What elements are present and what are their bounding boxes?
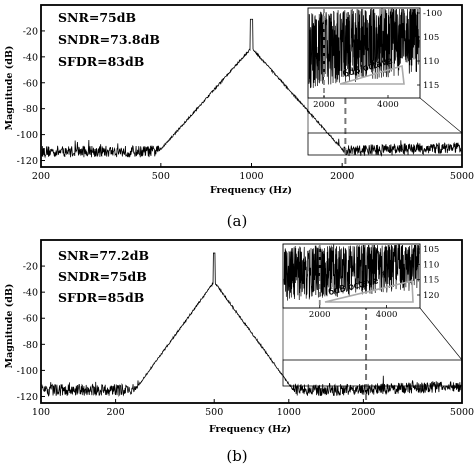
panel-b-xtick-label: 100 [32,407,50,418]
panel-a-snr-label: SNR=75dB [58,10,136,25]
panel-a-ytick-label: -40 [23,52,38,63]
inset-b-ytick-label: 105 [423,245,439,255]
panel-a-yticks: -20 -40 -60 -80 -100 -120 [17,26,45,167]
panel-b-zoom-connector [419,307,463,361]
inset-a-xtick-label: 2000 [313,100,335,110]
panel-a-xtick-label: 5000 [450,171,474,182]
inset-b-noise-line [283,244,420,301]
panel-b-sndr-label: SNDR=75dB [58,269,147,284]
panel-b-xtick-label: 200 [107,407,125,418]
panel-b-zoom-rect [282,359,463,387]
inset-b-slope-triangle [324,279,414,303]
panel-a-sndr-label: SNDR=73.8dB [58,32,160,47]
panel-a-zoom-connector [419,97,463,134]
panel-a-ytick-label: -80 [23,104,38,115]
panel-b-frame [40,239,463,404]
panel-a-xtick-label: 2000 [330,171,354,182]
inset-a-ytick-label: 110 [423,57,439,67]
panel-b-xlabel: Frequency (Hz) [209,424,291,435]
panel-b-ytick-label: -80 [23,340,38,351]
inset-a-ytick-label: 115 [423,81,439,91]
panel-a-ytick-label: -20 [23,26,38,37]
panel-a-xtick-label: 200 [32,171,50,182]
inset-b-xtick-label: 2000 [309,310,331,320]
panel-b-ytick-label: -100 [17,366,38,377]
inset-a-ytick-label: -100 [423,9,442,19]
panel-b-ytick-label: -40 [23,288,38,299]
panel-a-ytick-label: -60 [23,78,38,89]
inset-a-noise-line [308,8,420,89]
panel-a-xticks: 200 500 1000 2000 5000 [32,163,474,182]
panel-b-ytick-label: -120 [17,392,38,403]
panel-a-sfdr-label: SFDR=83dB [58,54,144,69]
panel-a-ytick-label: -120 [17,156,38,167]
panel-a-spectrum-line [41,18,462,159]
panel-b-xtick-label: 5000 [450,407,474,418]
inset-a-ytick-label: 105 [423,33,439,43]
panel-a-xlabel: Frequency (Hz) [210,185,292,196]
panel-b-xtick-label: 1000 [277,407,301,418]
inset-b-ytick-label: 110 [423,260,439,270]
panel-b-ytick-label: -60 [23,314,38,325]
panel-a-caption: (a) [227,212,248,230]
panel-b-sfdr-label: SFDR=85dB [58,290,144,305]
panel-b-xtick-label: 2000 [351,407,375,418]
inset-b-ytick-label: 120 [423,291,439,301]
panel-b-yticks: -20 -40 -60 -80 -100 -120 [17,262,45,403]
inset-b-ytick-label: 115 [423,276,439,286]
panel-a-ylabel: Magnitude (dB) [4,46,15,131]
panel-b-xticks: 100 200 500 1000 2000 5000 [32,399,474,418]
panel-b-caption: (b) [226,447,247,465]
panel-b-ytick-label: -20 [23,262,38,273]
inset-a-slope-triangle [339,64,405,85]
panel-b-ylabel: Magnitude (dB) [4,284,15,369]
panel-a-xtick-label: 500 [152,171,170,182]
panel-b-xtick-label: 500 [205,407,223,418]
panel-b-spectrum-line [41,252,462,398]
inset-b-xtick-label: 4000 [376,310,398,320]
panel-a-xtick-label: 1000 [239,171,263,182]
inset-a-xtick-label: 4000 [377,100,399,110]
panel-b-snr-label: SNR=77.2dB [58,248,149,263]
panel-a-ytick-label: -100 [17,130,38,141]
